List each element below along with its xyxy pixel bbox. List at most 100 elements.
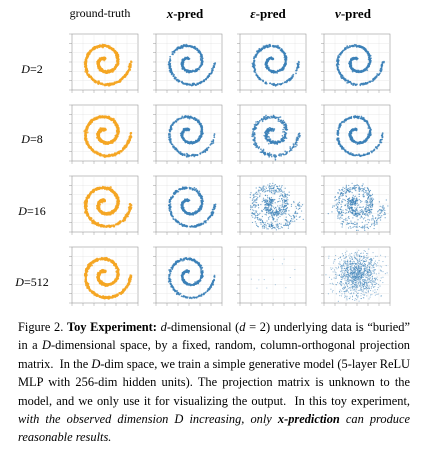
- scatter-point: [380, 68, 383, 71]
- scatter-point: [200, 126, 203, 129]
- scatter-point: [255, 74, 258, 76]
- scatter-point: [265, 63, 268, 66]
- scatter-point: [201, 61, 204, 64]
- scatter-point: [109, 70, 112, 73]
- scatter-point: [275, 155, 277, 158]
- scatter-point: [276, 83, 279, 86]
- scatter-point: [276, 116, 278, 119]
- scatter-point: [101, 128, 105, 131]
- scatter-point: [292, 75, 294, 78]
- scatter-point: [105, 154, 108, 157]
- scatter-point: [177, 118, 180, 121]
- scatter-point: [107, 154, 111, 157]
- scatter-point: [196, 119, 199, 122]
- scatter-point: [130, 204, 133, 207]
- row-label-d2: D=2: [21, 62, 43, 76]
- scatter-point: [253, 136, 256, 138]
- scatter-point: [285, 127, 288, 129]
- scatter-point: [201, 62, 204, 65]
- scatter-point: [109, 82, 112, 86]
- scatter-point: [128, 66, 131, 69]
- scatter-point: [352, 140, 355, 143]
- scatter-point: [381, 61, 384, 64]
- scatter-point: [367, 58, 370, 61]
- scatter-point: [348, 135, 351, 138]
- scatter-point: [354, 84, 357, 87]
- scatter-point: [295, 139, 298, 142]
- scatter-point: [355, 57, 358, 60]
- scatter-point: [253, 132, 256, 135]
- scatter-point: [193, 46, 196, 48]
- scatter-point: [369, 59, 372, 61]
- scatter-point: [168, 64, 171, 67]
- scatter-point: [183, 44, 186, 47]
- scatter-point: [368, 56, 370, 59]
- scatter-point: [256, 51, 259, 53]
- scatter-point: [178, 79, 180, 82]
- scatter-point: [287, 79, 289, 81]
- scatter-point: [111, 118, 114, 121]
- scatter-point: [253, 124, 256, 126]
- scatter-point: [100, 68, 104, 71]
- scatter-point: [339, 52, 342, 55]
- scatter-point: [252, 130, 254, 133]
- scatter-point: [372, 149, 375, 152]
- scatter-point: [173, 146, 176, 149]
- scatter-point: [253, 64, 256, 67]
- scatter-point: [357, 142, 359, 145]
- scatter-point: [296, 144, 298, 146]
- scatter-point: [193, 70, 196, 72]
- scatter-point: [351, 129, 354, 132]
- scatter-point: [344, 48, 346, 51]
- scatter-point: [268, 128, 271, 131]
- scatter-point: [130, 135, 133, 139]
- scatter-point: [195, 69, 198, 72]
- scatter-point: [265, 62, 268, 65]
- scatter-point: [199, 134, 202, 137]
- scatter-point: [283, 123, 286, 126]
- scatter-point: [262, 148, 265, 151]
- scatter-point: [213, 136, 216, 139]
- scatter-point: [267, 127, 270, 130]
- scatter-point: [360, 115, 363, 118]
- scatter-point: [377, 74, 380, 77]
- scatter-point: [112, 154, 115, 157]
- scatter-point: [285, 58, 288, 60]
- scatter-point: [128, 68, 132, 71]
- scatter-point: [350, 82, 353, 85]
- scatter-point: [292, 73, 295, 76]
- scatter-point: [343, 78, 345, 81]
- scatter-point: [279, 116, 282, 118]
- scatter-point: [200, 58, 203, 61]
- scatter-point: [257, 122, 259, 124]
- scatter-point: [275, 46, 278, 49]
- scatter-point: [266, 60, 269, 63]
- scatter-point: [367, 54, 370, 57]
- scatter-point: [278, 69, 281, 71]
- scatter-point: [201, 132, 204, 135]
- scatter-point: [87, 74, 90, 77]
- scatter-point: [295, 72, 297, 75]
- scatter-point: [373, 76, 376, 79]
- scatter-point: [282, 131, 284, 133]
- scatter-point: [277, 120, 280, 122]
- scatter-point: [360, 117, 363, 120]
- scatter-point: [336, 63, 339, 65]
- scatter-point: [89, 51, 92, 54]
- scatter-point: [354, 44, 357, 47]
- scatter-point: [363, 118, 366, 121]
- scatter-point: [269, 142, 272, 145]
- scatter-point: [263, 116, 265, 118]
- scatter-point: [200, 134, 203, 137]
- scatter-point: [114, 63, 118, 66]
- scatter-point: [270, 154, 273, 156]
- scatter-point: [181, 153, 184, 156]
- scatter-point: [253, 70, 256, 73]
- scatter-point: [167, 134, 170, 136]
- scatter-point: [284, 136, 287, 138]
- scatter-point: [265, 130, 268, 133]
- scatter-point: [276, 44, 279, 47]
- scatter-point: [353, 115, 356, 118]
- scatter-point: [381, 132, 384, 134]
- scatter-point: [111, 83, 115, 86]
